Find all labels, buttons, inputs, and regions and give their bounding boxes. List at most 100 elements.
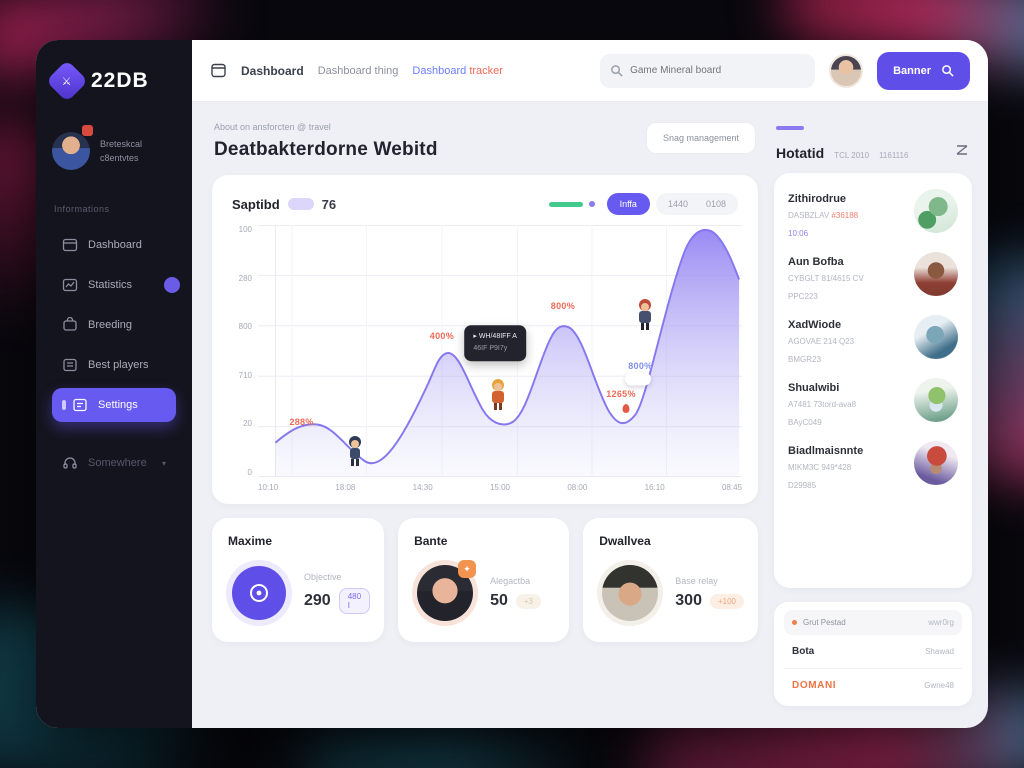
user-detail: BMGR23 xyxy=(788,355,821,364)
chevron-down-icon: ▾ xyxy=(161,458,166,468)
user-detail: AGOVAE 214 Q23 xyxy=(788,337,855,346)
chart-value: 76 xyxy=(321,196,337,212)
sidebar-item-label: Breeding xyxy=(88,319,133,331)
list-item[interactable]: Shualwibi A7481 73tord-ava8 BAyC049 xyxy=(788,378,958,427)
banner-button[interactable]: Banner xyxy=(877,51,970,90)
avatar-badge: ✦ xyxy=(458,560,477,578)
area-chart[interactable]: 288% 400% 800% 800% 1265% ▸ WH/48IFF A 4… xyxy=(258,225,742,477)
target-icon xyxy=(232,566,286,620)
time-range-toggle: 1440 0108 xyxy=(655,193,738,215)
sidebar-user-name: Breteskcal c8entvtes xyxy=(100,137,142,166)
sidebar-item-label: Settings xyxy=(98,399,138,411)
table-cell-name: DOMANI xyxy=(792,680,837,691)
sidebar-menu: Dashboard Statistics Breeding Best playe… xyxy=(52,228,180,480)
y-tick: 20 xyxy=(243,419,252,429)
app-window: ⚔ 22DB Breteskcal c8entvtes Informations… xyxy=(36,40,988,728)
panel-meta: TCL 2010 xyxy=(834,151,870,160)
sidebar-item-somewhere[interactable]: Somewhere ▾ xyxy=(52,446,176,480)
drop-icon xyxy=(622,403,630,413)
sidebar-item-breeding[interactable]: Breeding xyxy=(52,308,176,342)
chart-body: 100 280 800 710 20 0 xyxy=(228,225,742,477)
avatar xyxy=(52,132,90,170)
stat-card-maxime[interactable]: Maxime Objective 290 xyxy=(212,518,385,642)
list-item[interactable]: XadWiode AGOVAE 214 Q23 BMGR23 xyxy=(788,315,958,364)
chart-annotation: 800% xyxy=(628,361,653,372)
user-detail: A7481 73tord-ava8 xyxy=(788,400,857,409)
content: About on ansforcten @ travel Deatbakterd… xyxy=(192,102,988,728)
table-header-right: wwr0rg xyxy=(928,618,954,627)
x-tick: 18:08 xyxy=(335,483,356,492)
chart-title-pill xyxy=(287,198,314,210)
sidebar-item-label: Best players xyxy=(88,359,149,371)
sidebar-item-dashboard[interactable]: Dashboard xyxy=(52,228,176,262)
table-cell-value: Gwne48 xyxy=(924,681,954,690)
avatar[interactable] xyxy=(829,53,864,88)
stat-value: 290 xyxy=(304,592,331,609)
user-detail: D29985 xyxy=(788,481,817,490)
settings-icon xyxy=(73,398,87,412)
target-icon-wrap xyxy=(226,560,292,626)
user-detail: MIKM3C 949*428 xyxy=(788,463,852,472)
toggle-option-2[interactable]: 0108 xyxy=(705,199,726,209)
breadcrumb-link-blue: Dashboard xyxy=(412,64,467,77)
users-card: Zithirodrue DASBZLAV #36188 10:06 Aun Bo… xyxy=(774,173,972,588)
stat-badge: 480 I xyxy=(338,588,371,614)
tooltip-line: ▸ WH/48IFF A xyxy=(473,333,517,341)
sidebar: ⚔ 22DB Breteskcal c8entvtes Informations… xyxy=(36,40,192,728)
user-name: Breteskcal xyxy=(100,138,143,149)
search-bar[interactable] xyxy=(600,53,816,88)
avatar xyxy=(914,378,958,422)
sidebar-item-settings[interactable]: Settings xyxy=(52,388,176,422)
sidebar-item-statistics[interactable]: Statistics xyxy=(52,268,180,302)
stat-badge: +100 xyxy=(709,593,744,609)
avatar-wrap xyxy=(597,560,664,626)
chart-annotation: 400% xyxy=(429,330,455,341)
stats-icon xyxy=(62,278,78,292)
logo-text: 22DB xyxy=(91,69,149,92)
list-item[interactable]: Zithirodrue DASBZLAV #36188 10:06 xyxy=(788,189,958,238)
search-icon xyxy=(942,65,954,77)
table-cell-value: Shawad xyxy=(925,647,954,656)
breadcrumb-parent[interactable]: Dashboard thing xyxy=(317,64,399,77)
cloud-icon xyxy=(624,372,651,386)
chart-annotation: 800% xyxy=(550,300,576,311)
status-dot-icon xyxy=(792,620,797,625)
sidebar-item-label: Dashboard xyxy=(88,239,142,251)
chart-legend: Inffa 1440 0108 xyxy=(548,193,738,215)
panel-indicator xyxy=(776,126,804,130)
breadcrumb-link[interactable]: Dashboard tracker xyxy=(412,65,503,77)
x-axis: 10:10 18:08 14:30 15:00 08:00 16:10 08:4… xyxy=(258,483,742,492)
sidebar-user[interactable]: Breteskcal c8entvtes xyxy=(52,125,176,170)
stat-label: Objective xyxy=(304,572,342,582)
stat-value: 50 xyxy=(490,592,508,609)
right-panel: Hotatid TCL 2010 1161116 Zithirodrue DAS… xyxy=(774,118,972,706)
breadcrumb-current[interactable]: Dashboard xyxy=(241,63,304,78)
chart-filter-button[interactable]: Inffa xyxy=(606,193,650,215)
toggle-option-1[interactable]: 1440 xyxy=(667,199,688,209)
panel-meta: 1161116 xyxy=(879,151,909,160)
table-row[interactable]: Bota Shawad xyxy=(784,635,962,669)
sidebar-item-label: Somewhere xyxy=(88,457,147,469)
app-logo[interactable]: ⚔ 22DB xyxy=(45,59,176,103)
sidebar-item-label: Statistics xyxy=(88,279,133,291)
stat-card-bante[interactable]: Bante ✦ Alegactba 50 +3 xyxy=(398,518,570,642)
main-area: Dashboard Dashboard thing Dashboard trac… xyxy=(192,40,988,728)
sidebar-section-label: Informations xyxy=(54,204,110,214)
topbar: Dashboard Dashboard thing Dashboard trac… xyxy=(192,40,988,102)
bg-streak xyxy=(300,730,600,768)
y-tick: 0 xyxy=(247,467,252,477)
user-subtitle: c8entvtes xyxy=(100,153,139,163)
table-row[interactable]: DOMANI Gwne48 xyxy=(784,669,962,702)
list-item[interactable]: Aun Bofba CYBGLT 81/4615 CV PPC223 xyxy=(788,252,958,301)
stat-label: Base relay xyxy=(675,576,718,586)
sort-icon[interactable] xyxy=(954,142,970,158)
stat-card-title: Dwallvea xyxy=(599,534,651,548)
sidebar-item-best-players[interactable]: Best players xyxy=(52,348,176,382)
browser-icon xyxy=(211,63,226,78)
search-input[interactable] xyxy=(630,65,806,76)
user-name: Zithirodrue xyxy=(788,193,847,205)
list-item[interactable]: Biadlmaisnnte MIKM3C 949*428 D29985 xyxy=(788,441,958,490)
management-button[interactable]: Snag management xyxy=(645,122,756,154)
user-name: Aun Bofba xyxy=(788,256,844,268)
stat-card-dwallvea[interactable]: Dwallvea Base relay 300 +100 xyxy=(583,518,758,642)
